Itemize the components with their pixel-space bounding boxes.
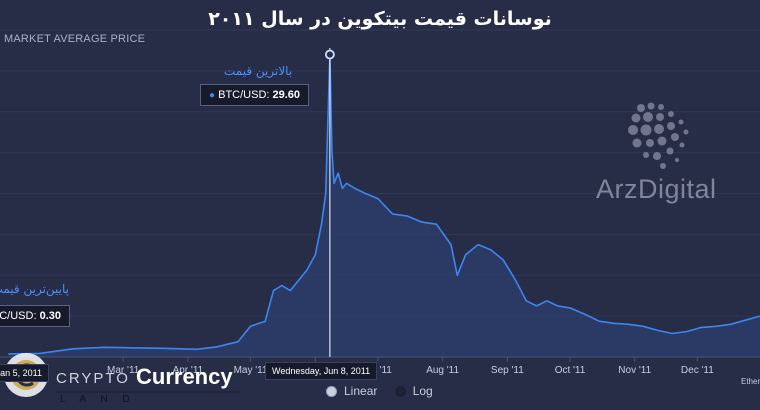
chart-title: نوسانات قیمت بیتکوین در سال ۲۰۱۱	[208, 8, 552, 30]
chart-subtitle: MARKET AVERAGE PRICE	[4, 33, 146, 45]
peak-date-tooltip: Wednesday, Jun 8, 2011	[265, 362, 378, 380]
x-tick-label: May '11	[234, 365, 268, 376]
low-label: پایین‌ترین قیمت	[0, 282, 69, 296]
chart-grid	[0, 29, 760, 358]
scale-linear-label: Linear	[344, 384, 378, 398]
x-tick-label: Aug '11	[426, 365, 459, 376]
x-tick-label: Nov '11	[618, 365, 651, 376]
radio-on-icon[interactable]	[326, 385, 337, 397]
logo-word-currency: Currency	[136, 364, 233, 389]
scale-linear-option[interactable]: Linear	[326, 384, 377, 398]
peak-label: بالاترین قیمت	[224, 64, 293, 78]
scale-log-option[interactable]: Log	[394, 384, 433, 398]
logo-word-land: L A N D	[60, 394, 136, 405]
series-dot-icon: ●	[209, 90, 216, 101]
x-tick-label: Sep '11	[491, 365, 524, 376]
scale-selector: Linear Log	[326, 384, 447, 400]
radio-off-icon[interactable]	[394, 385, 406, 397]
x-tick-label: Mar '11	[107, 365, 140, 376]
price-line	[8, 53, 760, 355]
low-tooltip-key: BTC/USD:	[0, 310, 37, 322]
x-tick-label: Apr '11	[173, 365, 204, 376]
x-tick-label: Oct '11	[555, 365, 586, 376]
peak-tooltip-value: 29.60	[272, 89, 301, 101]
low-tooltip: BTC/USD: 0.30	[0, 305, 70, 327]
brain-dots-icon	[628, 102, 689, 169]
peak-marker[interactable]	[324, 49, 335, 60]
x-tick-label: Dec '11	[681, 365, 714, 376]
logo-word-crypto: CRYPTO	[56, 370, 130, 387]
footer-text: Ether	[741, 377, 760, 386]
low-tooltip-value: 0.30	[39, 310, 61, 322]
peak-tooltip: ● BTC/USD: 29.60	[200, 84, 310, 106]
watermark-brand: ArzDigital	[596, 174, 717, 204]
low-date-tooltip: Jan 5, 2011	[0, 364, 49, 382]
peak-tooltip-key: BTC/USD:	[218, 89, 270, 101]
scale-log-label: Log	[412, 384, 433, 398]
x-tick-label: Jul '11	[364, 365, 392, 376]
